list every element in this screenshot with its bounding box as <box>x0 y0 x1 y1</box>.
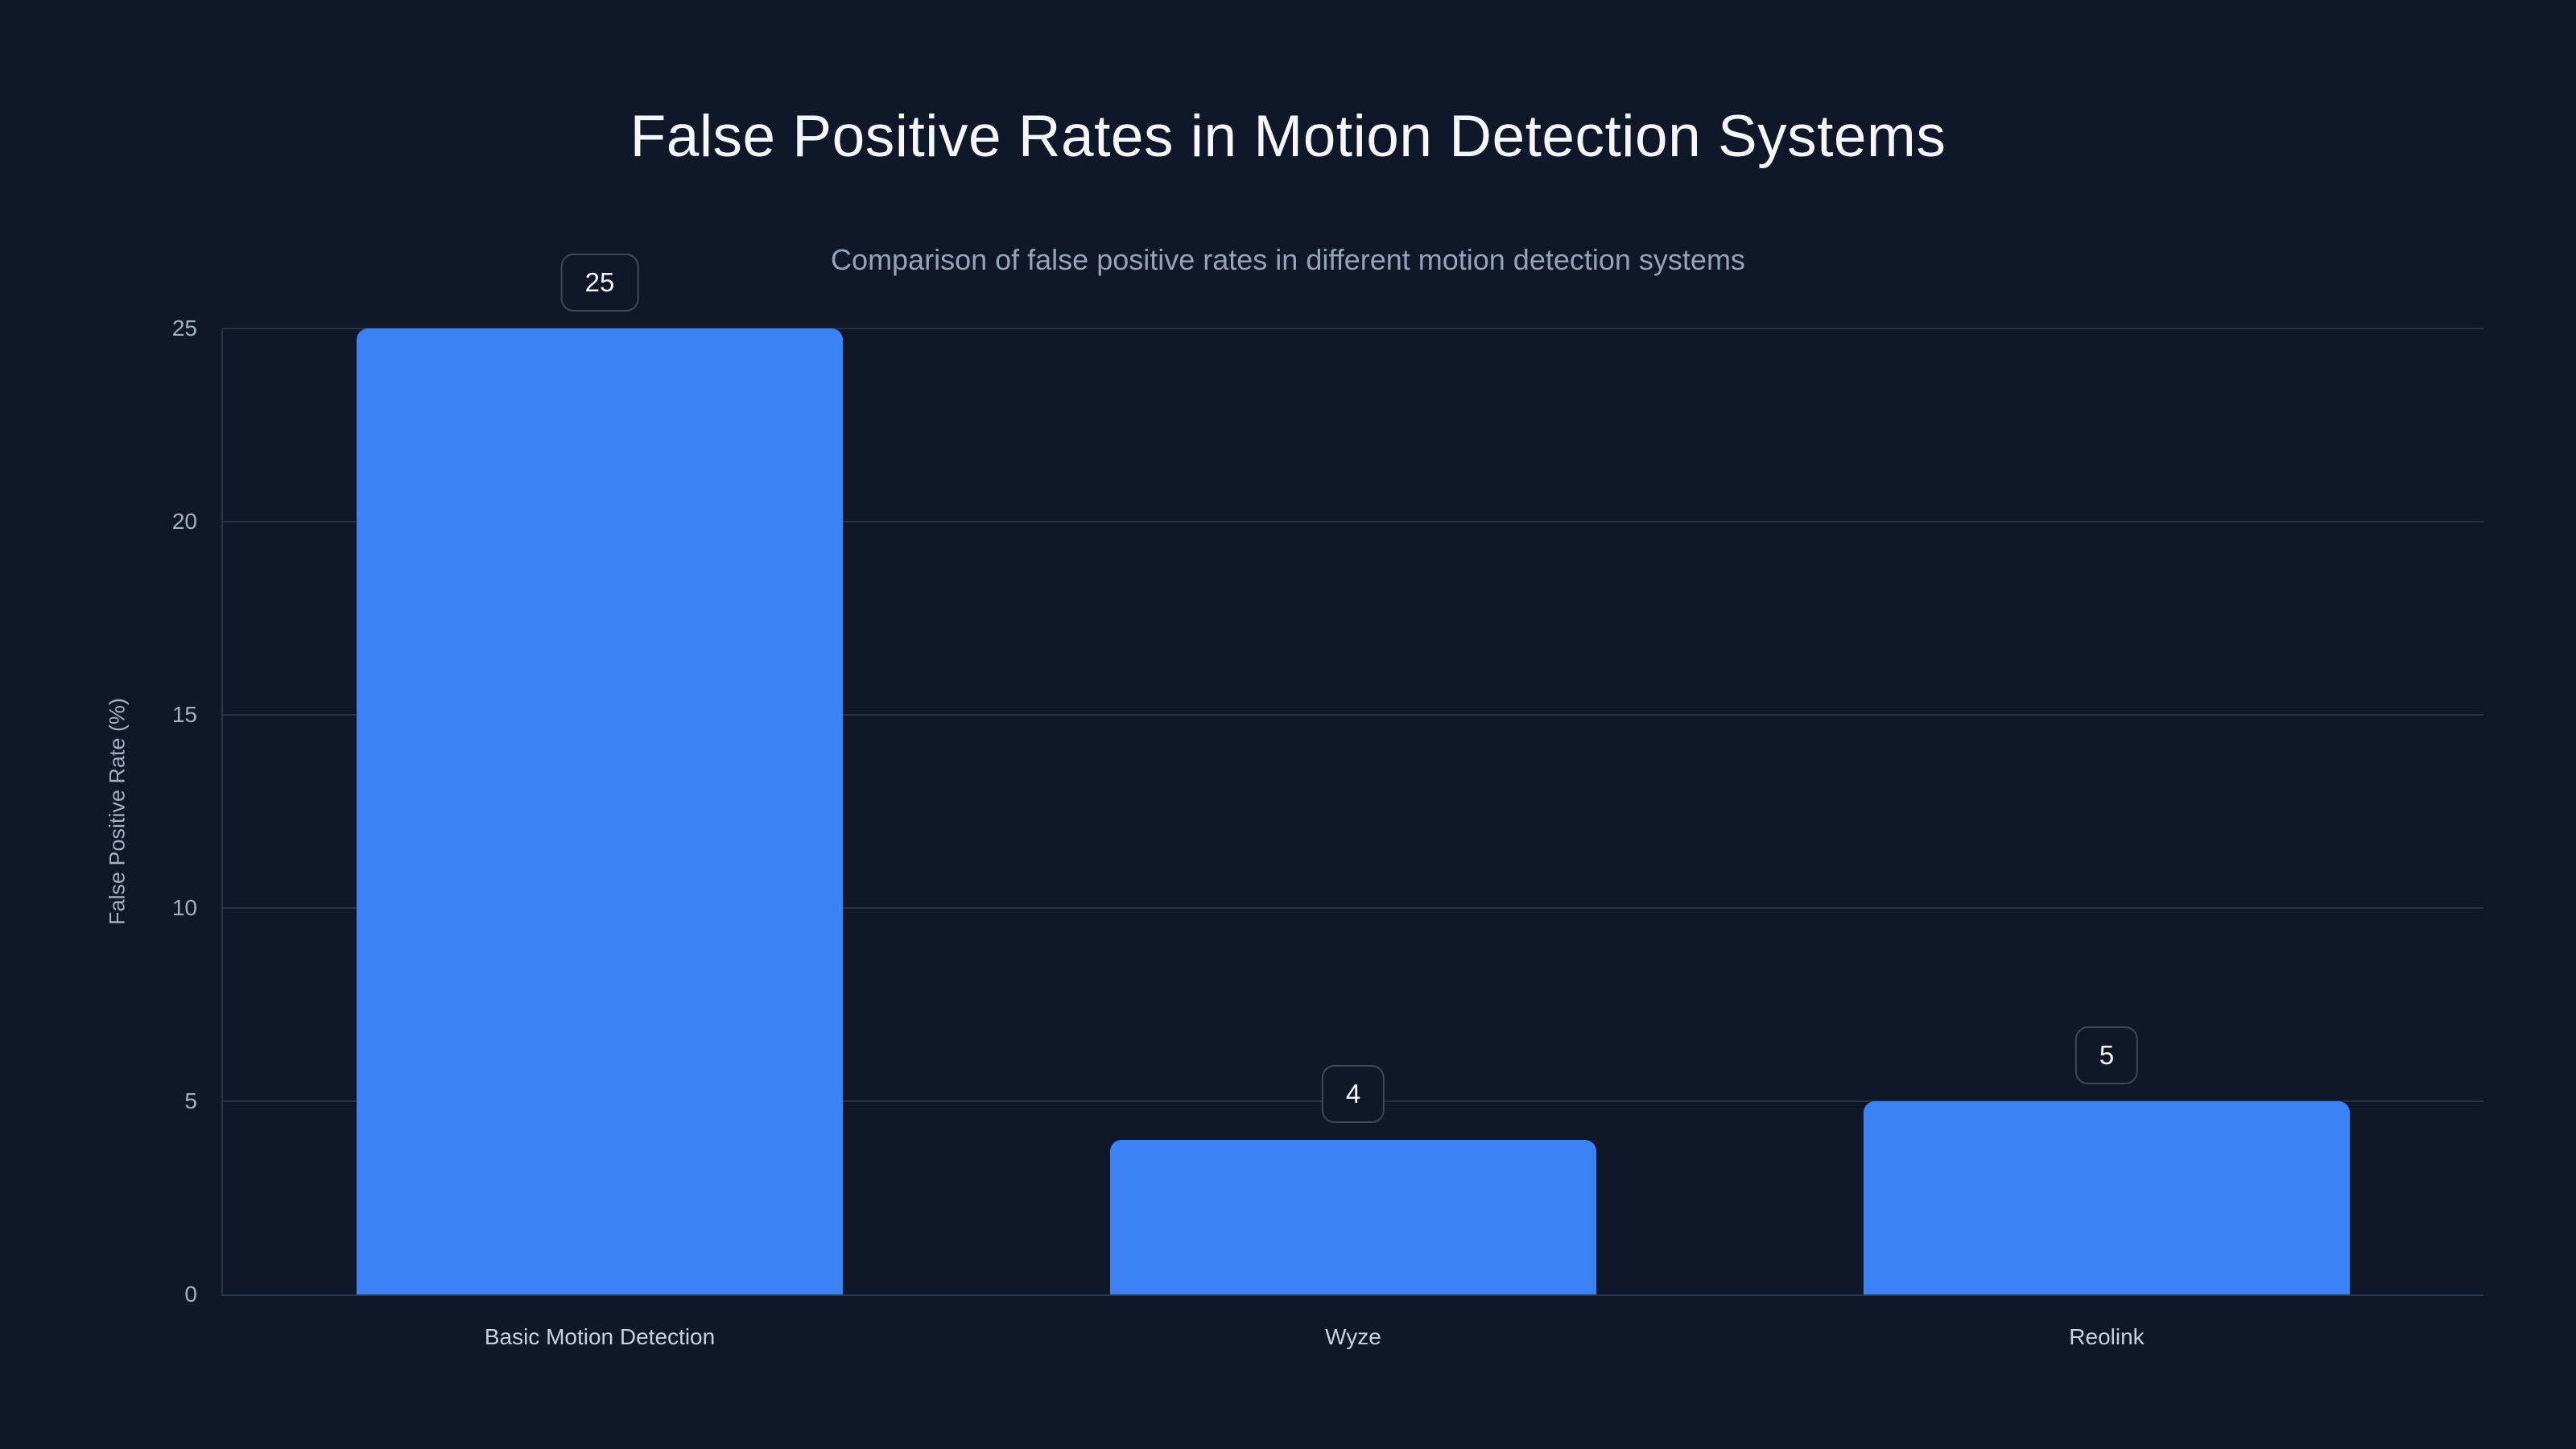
gridline-y-15 <box>223 714 2483 716</box>
gridline-y-20 <box>223 521 2483 522</box>
y-tick-label-0: 0 <box>184 1282 197 1307</box>
x-axis-label: Reolink <box>2069 1324 2145 1349</box>
gridline-y-10 <box>223 907 2483 909</box>
bar-wyze <box>1110 1140 1596 1294</box>
bar-value-badge: 25 <box>560 254 639 312</box>
chart-subtitle: Comparison of false positive rates in di… <box>831 243 1745 276</box>
gridline-y-25 <box>223 328 2483 329</box>
y-tick-label-10: 10 <box>171 895 197 920</box>
y-tick-label-20: 20 <box>171 509 197 534</box>
x-axis-label: Wyze <box>1325 1324 1381 1349</box>
y-axis-title: False Positive Rate (%) <box>105 697 130 926</box>
plot-area <box>221 328 2483 1296</box>
chart-title: False Positive Rates in Motion Detection… <box>630 104 1946 169</box>
y-tick-label-5: 5 <box>184 1088 197 1113</box>
bar-basic-motion-detection <box>357 328 843 1294</box>
y-tick-label-25: 25 <box>171 316 197 341</box>
x-axis-line <box>221 1294 2483 1296</box>
x-axis-label: Basic Motion Detection <box>484 1324 716 1349</box>
y-axis-line <box>221 328 223 1294</box>
y-tick-label-15: 15 <box>171 702 197 727</box>
bar-value-badge: 5 <box>2074 1026 2139 1084</box>
bar-value-badge: 4 <box>1321 1065 1385 1123</box>
bar-reolink <box>1864 1101 2350 1294</box>
